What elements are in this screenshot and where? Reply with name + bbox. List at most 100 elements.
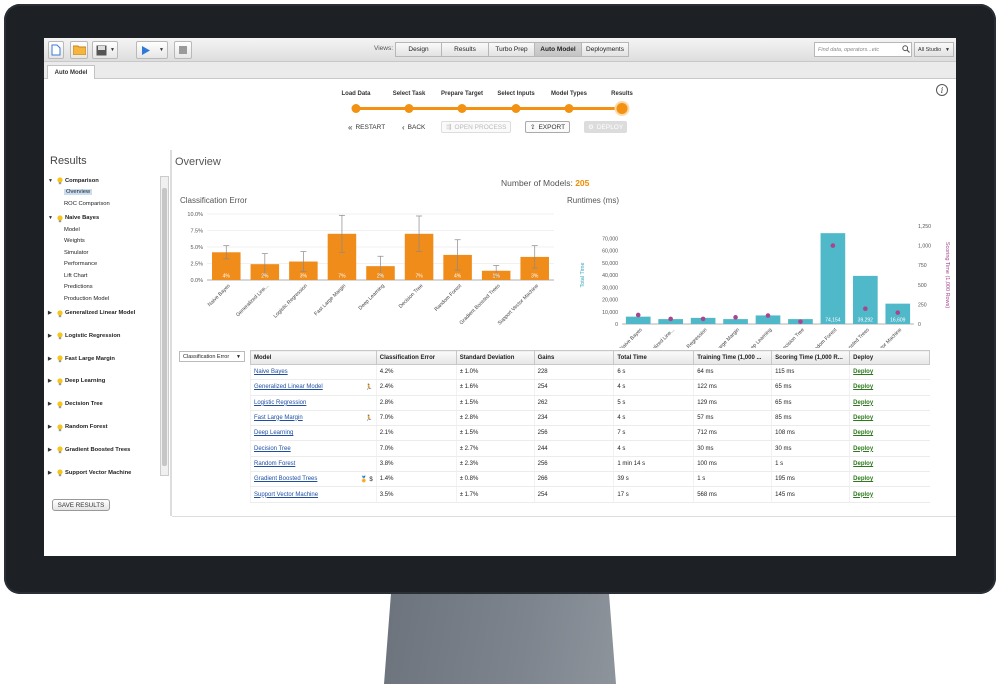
caret-right-icon[interactable]: ▶	[48, 355, 52, 362]
scoring-time-point[interactable]	[830, 243, 836, 248]
caret-right-icon[interactable]: ▶	[48, 310, 52, 316]
caret-right-icon[interactable]: ▶	[48, 332, 52, 339]
model-link[interactable]: Gradient Boosted Trees	[254, 475, 318, 482]
bar[interactable]	[820, 233, 846, 324]
bar[interactable]	[723, 319, 748, 324]
tab-results[interactable]: Results	[441, 42, 489, 57]
new-process-button[interactable]	[48, 41, 64, 59]
model-link[interactable]: Decision Tree	[254, 445, 291, 452]
bar[interactable]	[853, 275, 878, 324]
scoring-time-point[interactable]	[668, 316, 673, 322]
model-link[interactable]: Support Vector Machine	[254, 491, 319, 498]
model-link[interactable]: Naive Bayes	[254, 369, 288, 376]
sidebar-group[interactable]: ▶ Deep Learning	[48, 377, 105, 386]
sidebar-item[interactable]: Predictions	[64, 283, 93, 292]
tab-turbo-prep[interactable]: Turbo Prep	[488, 42, 535, 57]
bar[interactable]	[658, 319, 683, 324]
sidebar-group[interactable]: ▶ Fast Large Margin	[48, 354, 115, 363]
sidebar-item[interactable]: Production Model	[64, 294, 109, 303]
sidebar-group[interactable]: ▶ Support Vector Machine	[48, 468, 131, 477]
table-row[interactable]: Fast Large Margin 🏃 7.0% ± 2.8% 234 4 s 57 ms 8…	[250, 410, 930, 427]
deploy-link[interactable]: Deploy	[853, 399, 874, 406]
wizard-step-dot[interactable]	[564, 104, 574, 113]
caret-down-icon[interactable]: ▼	[48, 215, 53, 221]
open-process-button[interactable]: ⇶ OPEN PROCESS	[441, 121, 512, 133]
sidebar-group[interactable]: ▶ Logistic Regression	[48, 331, 120, 340]
column-header[interactable]: Total Time	[613, 350, 695, 365]
sidebar-scrollbar-thumb[interactable]	[162, 188, 167, 466]
sidebar-group[interactable]: ▶ Decision Tree	[48, 400, 103, 409]
restart-button[interactable]: « RESTART	[348, 121, 385, 133]
bar[interactable]	[755, 315, 781, 324]
deploy-button[interactable]: ⚙ DEPLOY	[584, 121, 628, 133]
wizard-step-dot[interactable]	[351, 104, 361, 113]
deploy-link[interactable]: Deploy	[853, 460, 874, 467]
search-input[interactable]: Find data, operators...etc	[814, 42, 912, 57]
table-row[interactable]: Gradient Boosted Trees 🏅 $1.4% ± 0.8% 266 39…	[250, 471, 930, 488]
sidebar-group[interactable]: ▶ Random Forest	[48, 423, 108, 432]
model-link[interactable]: Deep Learning	[254, 430, 294, 437]
deploy-link[interactable]: Deploy	[853, 445, 874, 452]
sidebar-divider[interactable]	[170, 150, 172, 516]
table-row[interactable]: Deep Learning 2.1% ± 1.5% 256 7 s 712 ms 108 m…	[250, 425, 930, 442]
info-icon[interactable]: i	[936, 84, 948, 96]
deploy-link[interactable]: Deploy	[853, 415, 874, 422]
metric-select[interactable]: Classification Error ▼	[179, 351, 245, 362]
column-header[interactable]: Scoring Time (1,000 R...	[771, 350, 851, 365]
wizard-step-label[interactable]: Model Types	[551, 91, 587, 97]
column-header[interactable]: Model	[250, 350, 377, 365]
caret-right-icon[interactable]: ▶	[48, 446, 52, 453]
column-header[interactable]: Gains	[533, 350, 615, 365]
wizard-step-label[interactable]: Select Inputs	[497, 91, 535, 97]
wizard-step-dot[interactable]	[616, 103, 628, 114]
wizard-step-dot[interactable]	[457, 104, 467, 113]
deploy-link[interactable]: Deploy	[853, 384, 874, 391]
tab-deployments[interactable]: Deployments	[581, 42, 629, 57]
column-header[interactable]: Classification Error	[375, 350, 457, 365]
back-button[interactable]: ‹ BACK	[402, 121, 425, 133]
column-header[interactable]: Standard Deviation	[455, 350, 535, 365]
table-row[interactable]: Generalized Linear Model 🏃 2.4% ± 1.6% 254 4 …	[250, 379, 930, 396]
sidebar-group[interactable]: ▼ Naive Bayes	[48, 214, 99, 223]
deploy-link[interactable]: Deploy	[853, 430, 874, 437]
sidebar-item[interactable]: Model	[64, 225, 80, 234]
table-row[interactable]: Naive Bayes 4.2% ± 1.0% 228 6 s 64 ms 115 ms De…	[250, 364, 930, 381]
caret-down-icon[interactable]: ▼	[48, 177, 53, 184]
table-row[interactable]: Random Forest 3.8% ± 2.3% 256 1 min 14 s 100 …	[250, 456, 930, 473]
tab-auto-model[interactable]: Auto Model	[534, 42, 582, 57]
scoring-time-point[interactable]	[798, 319, 803, 324]
caret-right-icon[interactable]: ▶	[48, 378, 52, 385]
sidebar-item[interactable]: Lift Chart	[64, 271, 88, 280]
sidebar-item[interactable]: ROC Comparison	[64, 199, 110, 208]
caret-right-icon[interactable]: ▶	[48, 424, 52, 430]
sidebar-item[interactable]: Performance	[64, 260, 97, 269]
model-link[interactable]: Random Forest	[254, 460, 296, 467]
tab-auto-model-panel[interactable]: Auto Model	[47, 65, 95, 79]
studio-dropdown[interactable]: All Studio ▼	[914, 42, 954, 57]
wizard-step-label[interactable]: Prepare Target	[441, 91, 483, 97]
save-button[interactable]: ▼	[92, 41, 118, 59]
stop-button[interactable]	[174, 41, 192, 59]
model-link[interactable]: Generalized Linear Model	[254, 383, 323, 390]
deploy-link[interactable]: Deploy	[853, 491, 874, 498]
tab-design[interactable]: Design	[395, 42, 442, 57]
sidebar-group[interactable]: ▶ Gradient Boosted Trees	[48, 445, 130, 454]
sidebar-item[interactable]: Weights	[64, 237, 85, 246]
save-results-button[interactable]: SAVE RESULTS	[52, 499, 110, 511]
deploy-link[interactable]: Deploy	[853, 476, 874, 483]
wizard-step-label[interactable]: Results	[611, 91, 633, 97]
model-link[interactable]: Logistic Regression	[254, 399, 307, 406]
sidebar-group[interactable]: ▼ Comparison	[48, 176, 99, 185]
deploy-link[interactable]: Deploy	[853, 369, 874, 376]
wizard-step-dot[interactable]	[511, 104, 521, 113]
column-header[interactable]: Training Time (1,000 ...	[693, 350, 773, 365]
search-icon[interactable]	[902, 45, 910, 53]
caret-right-icon[interactable]: ▶	[48, 469, 52, 476]
export-button[interactable]: ⇪ EXPORT	[525, 121, 571, 133]
scoring-time-point[interactable]	[700, 316, 706, 322]
scoring-time-point[interactable]	[635, 312, 641, 318]
open-button[interactable]	[70, 41, 88, 59]
run-button[interactable]: ▼	[136, 41, 168, 59]
table-row[interactable]: Logistic Regression 2.8% ± 1.5% 262 5 s 129 m…	[250, 395, 930, 411]
